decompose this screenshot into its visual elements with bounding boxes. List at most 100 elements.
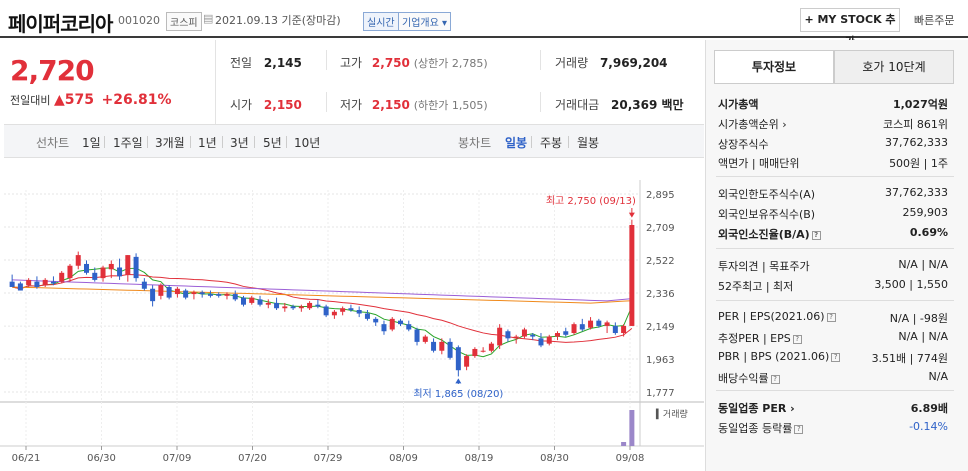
candle-body [183, 290, 189, 298]
help-icon[interactable]: ? [831, 352, 841, 362]
help-icon[interactable]: ? [826, 312, 836, 322]
company-overview-button[interactable]: 기업개요 ▾ [398, 12, 451, 31]
candle-body [191, 292, 197, 295]
calendar-icon: ▤ [203, 12, 214, 25]
change-rate: +26.81% [101, 92, 172, 108]
period-3y[interactable]: 3년 [230, 136, 249, 150]
ma-line-20 [12, 273, 633, 343]
stat-value: 20,369 백만 [611, 98, 684, 112]
candle-body [431, 341, 437, 351]
candle-body [373, 318, 379, 323]
divider [326, 50, 327, 70]
candle-body [26, 279, 32, 286]
period-5y[interactable]: 5년 [263, 136, 282, 150]
quick-order-button[interactable]: 빠른주문 [914, 14, 955, 27]
candle-monthly[interactable]: 월봉 [577, 136, 600, 150]
divider [716, 390, 954, 391]
x-tick-label: 07/20 [238, 453, 267, 464]
candle-body [50, 281, 56, 284]
period-1d[interactable]: 1일 [82, 136, 101, 150]
invest-label: PBR | BPS (2021.06)? [718, 350, 841, 363]
candle-body [447, 341, 453, 358]
candle-body [480, 350, 486, 352]
stat-value: 2,750 [371, 56, 410, 70]
upper-limit: (상한가 2,785) [413, 57, 488, 70]
candle-body [530, 334, 536, 337]
candle-body [117, 267, 123, 277]
candle-body [75, 255, 81, 266]
stat-value: 7,969,204 [599, 56, 668, 70]
invest-label: 외국인한도주식수(A) [718, 188, 816, 201]
up-arrow-icon: ▲ [53, 92, 65, 108]
invest-value: 500원 | 1주 [889, 157, 948, 170]
invest-label: PER | EPS(2021.06)? [718, 310, 836, 323]
x-tick-label: 06/21 [12, 453, 41, 464]
candle-body [257, 299, 263, 305]
candle-body [282, 306, 288, 309]
candle-body [216, 294, 222, 296]
period-1y[interactable]: 1년 [198, 136, 217, 150]
invest-value: 3,500 | 1,550 [874, 278, 948, 291]
volume-label: ▍거래량 [655, 408, 688, 420]
candle-body [323, 306, 329, 316]
stock-name: 페이퍼코리아 [8, 12, 113, 36]
invest-label: 추정PER | EPS? [718, 330, 802, 346]
realtime-button[interactable]: 실시간 [363, 12, 399, 31]
y-tick-label: 1,777 [646, 388, 675, 399]
divider [147, 136, 148, 148]
help-icon[interactable]: ? [770, 374, 780, 384]
stock-header [0, 0, 968, 38]
invest-value: 코스피 861위 [883, 118, 948, 131]
period-10y[interactable]: 10년 [294, 136, 321, 150]
stat-label: 고가 [340, 56, 363, 70]
candle-body [84, 263, 89, 273]
invest-label: 시가총액 [718, 98, 759, 111]
period-3m[interactable]: 3개월 [155, 136, 185, 150]
help-icon[interactable]: ? [811, 230, 821, 240]
candle-body [67, 265, 73, 279]
candle-body [340, 308, 346, 312]
stat-low: 저가 2,150 (하한가 1,505) [340, 96, 488, 113]
candle-daily[interactable]: 일봉 [505, 136, 528, 150]
divider [716, 248, 954, 249]
invest-value: N/A | -98원 [889, 312, 948, 325]
candle-body [249, 297, 255, 303]
invest-label[interactable]: 동일업종 PER › [718, 402, 795, 415]
divider [215, 40, 216, 124]
candle-body [389, 318, 395, 330]
divider [540, 50, 541, 70]
period-1w[interactable]: 1주일 [113, 136, 143, 150]
candle-body [150, 288, 156, 302]
stat-value: 2,150 [263, 98, 302, 112]
candle-body [141, 281, 147, 289]
divider [716, 300, 954, 301]
candle-body [546, 336, 552, 344]
invest-label: 외국인소진율(B/A)? [718, 226, 821, 242]
help-icon[interactable]: ? [794, 424, 804, 434]
invest-label: 액면가 | 매매단위 [718, 157, 800, 170]
tab-quote-10[interactable]: 호가 10단계 [834, 50, 954, 84]
candle-weekly[interactable]: 주봉 [540, 136, 563, 150]
invest-label[interactable]: 시가총액순위 › [718, 118, 787, 131]
divider [190, 136, 191, 148]
stat-label: 저가 [340, 98, 363, 112]
invest-value: N/A | N/A [898, 258, 948, 271]
help-icon[interactable]: ? [792, 334, 802, 344]
candle-body [398, 320, 403, 325]
stat-high: 고가 2,750 (상한가 2,785) [340, 54, 488, 71]
tab-invest-info[interactable]: 투자정보 [714, 50, 834, 84]
invest-label: 외국인보유주식수(B) [718, 208, 816, 221]
invest-label: 배당수익률? [718, 370, 780, 386]
candlestick-chart[interactable]: 2,895 2,709 2,522 2,336 2,149 1,963 1,777 06/21… [0, 170, 704, 471]
add-mystock-button[interactable]: + MY STOCK 추가 [800, 8, 900, 48]
candle-body [315, 304, 321, 307]
candle-body [414, 329, 420, 342]
candle-chart-button[interactable]: 봉차트 [458, 136, 492, 150]
stat-label: 거래대금 [555, 98, 600, 112]
lower-limit: (하한가 1,505) [413, 99, 488, 112]
candle-body [381, 324, 387, 332]
invest-value: N/A | N/A [898, 330, 948, 343]
line-chart-button[interactable]: 선차트 [36, 136, 70, 150]
stat-value: 2,145 [263, 56, 302, 70]
low-annotation: 최저 1,865 (08/20) [413, 388, 503, 400]
